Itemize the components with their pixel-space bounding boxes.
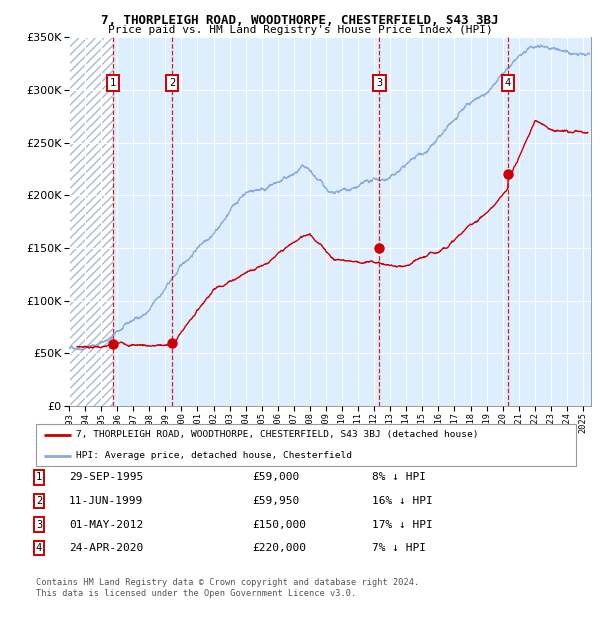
Text: HPI: Average price, detached house, Chesterfield: HPI: Average price, detached house, Ches…: [77, 451, 353, 460]
Text: 29-SEP-1995: 29-SEP-1995: [69, 472, 143, 482]
Bar: [113, 37, 172, 406]
Text: £220,000: £220,000: [252, 543, 306, 553]
Text: 4: 4: [36, 543, 42, 553]
Text: 16% ↓ HPI: 16% ↓ HPI: [372, 496, 433, 506]
Text: 3: 3: [376, 78, 383, 88]
Text: 11-JUN-1999: 11-JUN-1999: [69, 496, 143, 506]
Text: Contains HM Land Registry data © Crown copyright and database right 2024.: Contains HM Land Registry data © Crown c…: [36, 578, 419, 587]
Text: £59,950: £59,950: [252, 496, 299, 506]
Text: £150,000: £150,000: [252, 520, 306, 529]
Text: 24-APR-2020: 24-APR-2020: [69, 543, 143, 553]
Text: This data is licensed under the Open Government Licence v3.0.: This data is licensed under the Open Gov…: [36, 589, 356, 598]
Text: 1: 1: [36, 472, 42, 482]
Text: 2: 2: [36, 496, 42, 506]
Text: 8% ↓ HPI: 8% ↓ HPI: [372, 472, 426, 482]
Text: 2: 2: [169, 78, 176, 88]
Text: £59,000: £59,000: [252, 472, 299, 482]
Bar: [508, 37, 591, 406]
Text: 01-MAY-2012: 01-MAY-2012: [69, 520, 143, 529]
Text: 7, THORPLEIGH ROAD, WOODTHORPE, CHESTERFIELD, S43 3BJ: 7, THORPLEIGH ROAD, WOODTHORPE, CHESTERF…: [101, 14, 499, 27]
Text: 7, THORPLEIGH ROAD, WOODTHORPE, CHESTERFIELD, S43 3BJ (detached house): 7, THORPLEIGH ROAD, WOODTHORPE, CHESTERF…: [77, 430, 479, 439]
Bar: [172, 37, 379, 406]
Text: 1: 1: [110, 78, 116, 88]
Text: 4: 4: [505, 78, 511, 88]
Text: Price paid vs. HM Land Registry's House Price Index (HPI): Price paid vs. HM Land Registry's House …: [107, 25, 493, 35]
Text: 17% ↓ HPI: 17% ↓ HPI: [372, 520, 433, 529]
Bar: [69, 37, 113, 406]
Bar: [379, 37, 508, 406]
Text: 7% ↓ HPI: 7% ↓ HPI: [372, 543, 426, 553]
Text: 3: 3: [36, 520, 42, 529]
